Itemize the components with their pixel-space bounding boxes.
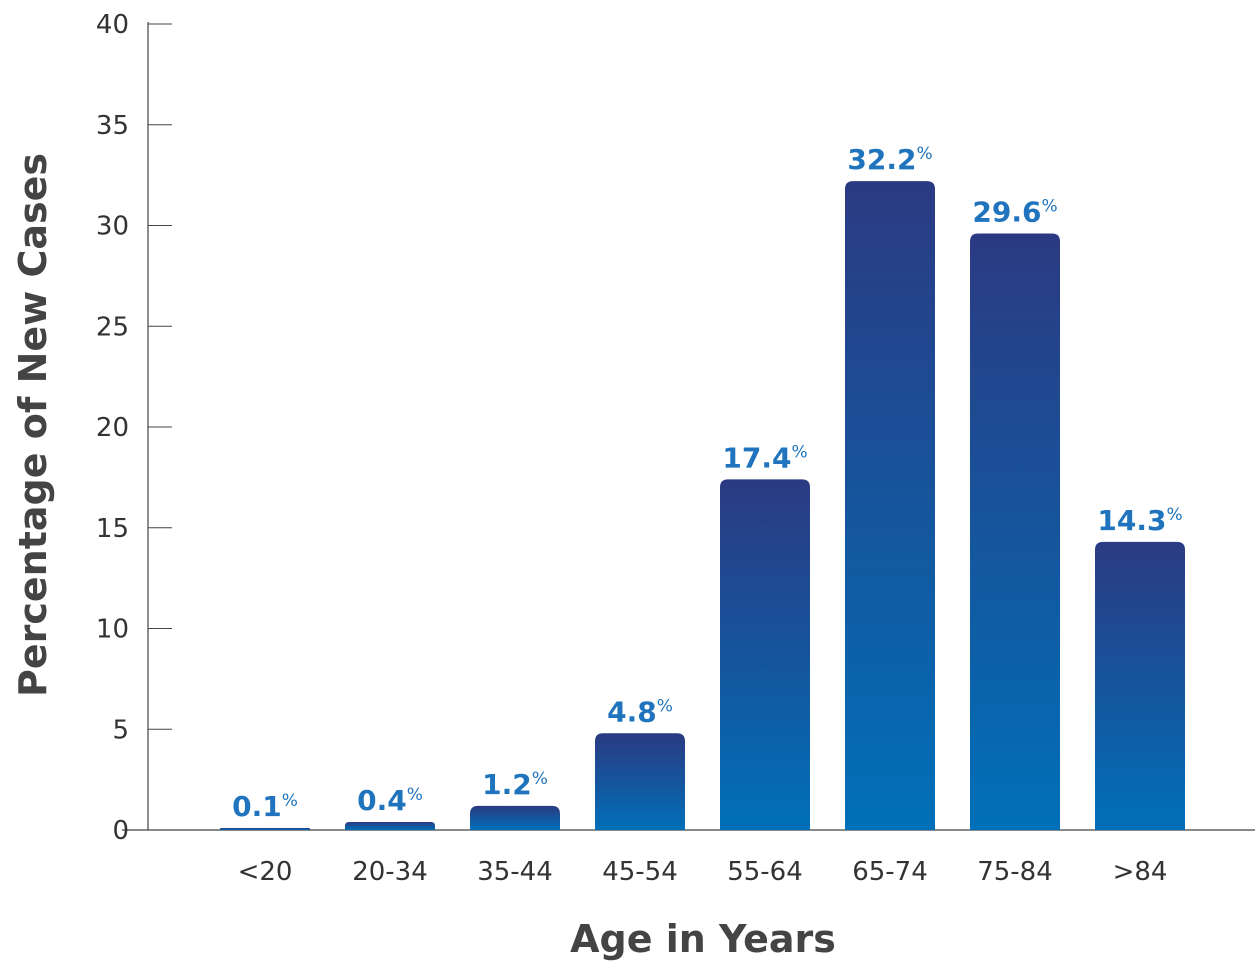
y-axis-title: Percentage of New Cases xyxy=(11,153,55,697)
y-tick-label: 20 xyxy=(96,413,129,443)
axes: 0 5 10 15 20 25 30 35 40 <20 20-34 35-44 45-54 55-64 6… xyxy=(96,10,1255,887)
y-tick-label: 35 xyxy=(96,111,129,141)
y-tick-label: 30 xyxy=(96,212,129,242)
y-tick-label: 25 xyxy=(96,312,129,342)
bar-4 xyxy=(595,733,685,830)
y-tick-label: 40 xyxy=(96,10,129,40)
y-tick-label: 10 xyxy=(96,615,129,645)
bar-1 xyxy=(220,827,310,830)
value-label: 4.8% xyxy=(607,695,673,728)
value-label: 0.1% xyxy=(232,790,298,823)
bar-7 xyxy=(970,233,1060,830)
y-tick-label: 5 xyxy=(112,715,129,745)
x-axis-title: Age in Years xyxy=(570,917,836,961)
bar-8 xyxy=(1095,541,1185,830)
x-tick-label: 75-84 xyxy=(977,857,1053,887)
x-tick-label: >84 xyxy=(1113,857,1168,887)
value-label: 17.4% xyxy=(722,441,807,474)
bar-6 xyxy=(845,181,935,831)
bar-3 xyxy=(470,805,560,830)
bars xyxy=(220,181,1185,831)
value-label: 0.4% xyxy=(357,784,423,817)
value-label: 29.6% xyxy=(972,196,1057,229)
bar-2 xyxy=(345,821,435,830)
bar-5 xyxy=(720,479,810,830)
x-tick-label: 35-44 xyxy=(477,857,553,887)
x-tick-label: <20 xyxy=(238,857,293,887)
y-tick-label: 0 xyxy=(112,816,129,846)
value-label: 1.2% xyxy=(482,768,548,801)
value-label: 14.3% xyxy=(1097,504,1182,537)
value-labels: 0.1% 0.4% 1.2% 4.8% 17.4% 32.2% 29.6% 14.3% xyxy=(232,143,1183,823)
x-tick-label: 45-54 xyxy=(602,857,678,887)
x-tick-label: 55-64 xyxy=(727,857,803,887)
x-tick-label: 20-34 xyxy=(352,857,428,887)
value-label: 32.2% xyxy=(847,143,932,176)
x-tick-label: 65-74 xyxy=(852,857,928,887)
y-tick-label: 15 xyxy=(96,514,129,544)
